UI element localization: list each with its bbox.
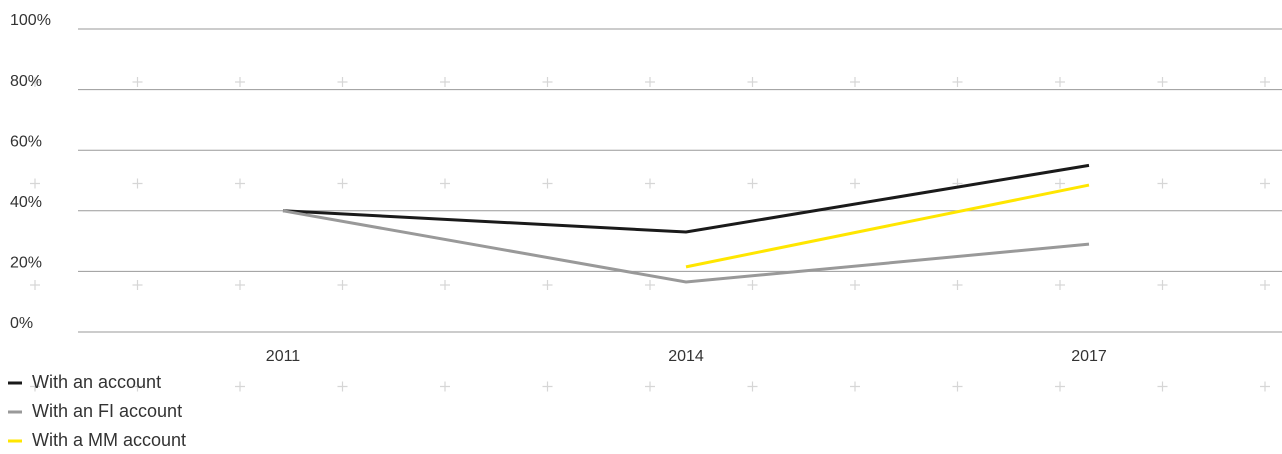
series-line [282, 163, 1090, 234]
legend-label: With a MM account [32, 430, 186, 450]
legend-label: With an account [32, 372, 161, 392]
series-line [685, 183, 1090, 269]
series-line [282, 209, 1090, 284]
y-tick-label: 40% [10, 194, 42, 211]
y-tick-label: 0% [10, 315, 33, 332]
x-tick-label: 2017 [1071, 348, 1107, 365]
x-tick-label: 2011 [266, 348, 301, 365]
y-tick-label: 60% [10, 133, 42, 150]
x-tick-label: 2014 [668, 348, 704, 365]
y-tick-label: 100% [10, 12, 51, 29]
legend-label: With an FI account [32, 401, 182, 421]
y-tick-label: 80% [10, 73, 42, 90]
y-tick-label: 20% [10, 255, 42, 272]
